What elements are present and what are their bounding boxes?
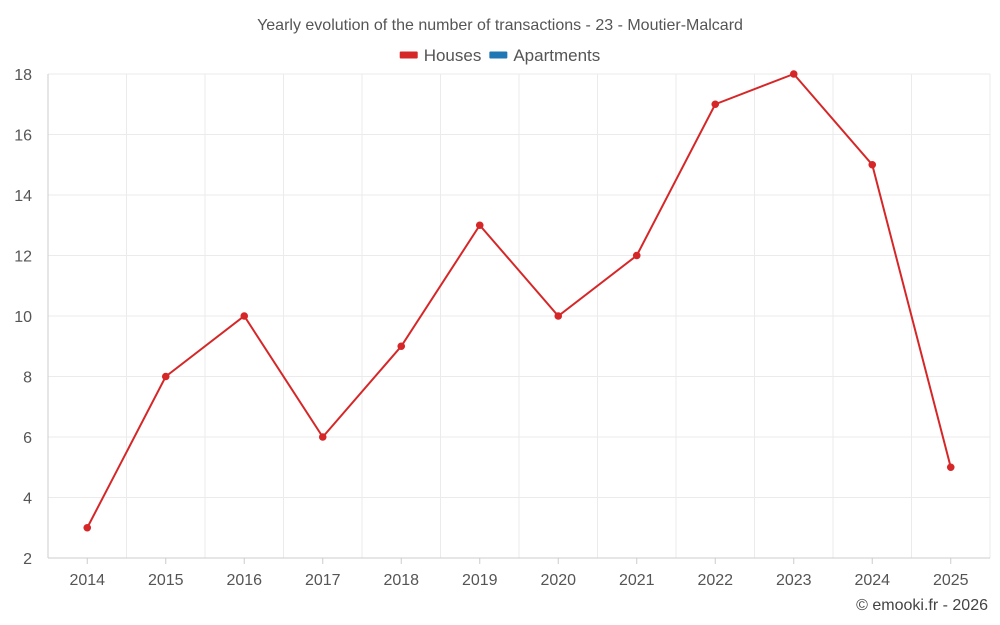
y-tick-label: 18 [14,67,32,84]
x-tick-label: 2023 [776,572,812,589]
legend-item-houses[interactable]: Houses [399,46,482,65]
data-point[interactable] [240,312,249,320]
legend-label: Houses [424,46,482,65]
chart-title: Yearly evolution of the number of transa… [257,17,743,34]
y-tick-label: 16 [14,128,32,145]
data-point[interactable] [554,312,563,320]
data-point[interactable] [161,372,170,381]
credit-text: © emooki.fr - 2026 [856,597,988,614]
data-point[interactable] [946,463,955,472]
data-point[interactable] [83,523,92,532]
y-axis: 2 4 6 8 10 12 14 16 18 [14,67,49,568]
legend-swatch [399,51,418,59]
grid [47,73,991,559]
legend-swatch [489,51,508,59]
data-point[interactable] [632,251,641,260]
series-group [83,70,955,532]
y-tick-label: 8 [23,370,32,387]
x-tick-label: 2014 [69,572,105,589]
data-point[interactable] [475,221,484,230]
x-tick-label: 2017 [305,572,341,589]
legend-item-apartments[interactable]: Apartments [489,46,600,65]
data-point[interactable] [318,433,327,441]
series-line-houses [86,72,952,529]
x-axis: 2014 2015 2016 2017 2018 2019 2020 2021 2022 2023… [48,557,990,589]
y-tick-label: 10 [14,309,32,326]
y-tick-label: 4 [23,491,32,508]
x-tick-label: 2021 [619,572,655,589]
y-tick-label: 12 [14,249,32,266]
x-tick-label: 2020 [540,572,576,589]
data-point[interactable] [789,70,798,78]
legend: Houses Apartments [399,46,600,65]
data-point[interactable] [711,100,720,109]
x-tick-label: 2025 [933,572,969,589]
data-point[interactable] [397,342,406,351]
data-point[interactable] [868,160,877,169]
y-tick-label: 6 [23,430,32,447]
x-tick-label: 2016 [226,572,262,589]
x-tick-label: 2024 [854,572,890,589]
x-tick-label: 2015 [148,572,184,589]
legend-label: Apartments [513,46,600,65]
x-tick-label: 2019 [462,572,498,589]
y-tick-label: 2 [23,551,32,568]
x-tick-label: 2018 [383,572,419,589]
x-tick-label: 2022 [697,572,733,589]
y-tick-label: 14 [14,188,32,205]
